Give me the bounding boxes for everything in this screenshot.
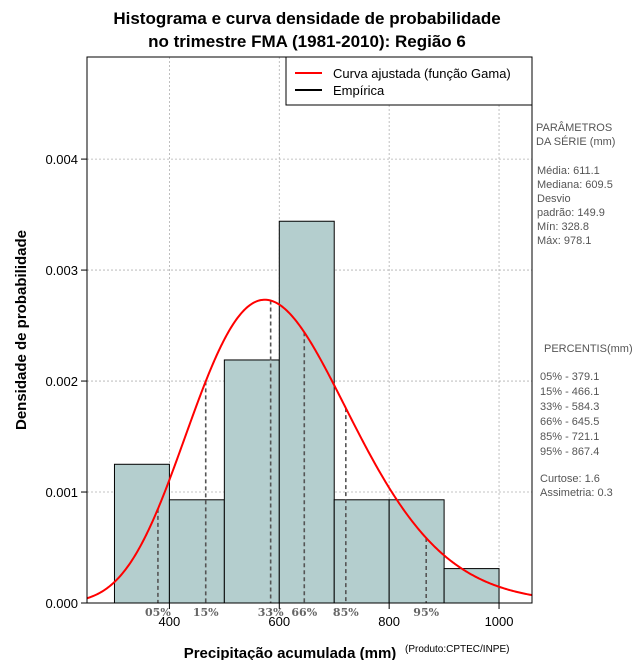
chart-title-line-2: no trimestre FMA (1981-2010): Região 6 [148, 32, 466, 51]
percentile-label-05: 05% [145, 606, 171, 619]
percentiles-panel: PERCENTIS(mm) 05% - 379.1 15% - 466.1 33… [540, 343, 633, 499]
percentile-label-33: 33% [258, 606, 284, 619]
assimetria: Assimetria: 0.3 [540, 487, 613, 499]
y-tick-label-4: 0.004 [45, 152, 78, 167]
percentile-label-95: 95% [413, 606, 439, 619]
series-parameters-panel: PARÂMETROS DA SÉRIE (mm) Média: 611.1 Me… [536, 121, 615, 247]
x-tick-label-800: 800 [378, 614, 400, 629]
percentile-markers [157, 300, 427, 603]
chart-title-line-1: Histograma e curva densidade de probabil… [113, 9, 500, 28]
percentil-95: 95% - 867.4 [540, 446, 599, 458]
histogram-bars [113, 220, 500, 604]
param-mediana: Mediana: 609.5 [537, 179, 613, 191]
param-media: Média: 611.1 [537, 165, 600, 177]
legend-entry-empirical: Empírica [333, 83, 385, 98]
percentil-15: 15% - 466.1 [540, 386, 599, 398]
percentile-label-85: 85% [333, 606, 359, 619]
y-tick-label-0: 0.000 [45, 596, 78, 611]
x-axis: 400 600 800 1000 [159, 603, 514, 629]
percentile-label-66: 66% [291, 606, 317, 619]
x-axis-title: Precipitação acumulada (mm) [184, 645, 397, 660]
y-tick-label-1: 0.001 [45, 485, 78, 500]
legend-box [285, 56, 533, 106]
x-tick-label-400: 400 [159, 614, 181, 629]
y-axis-title: Densidade de probabilidade [13, 230, 30, 430]
percentile-label-15: 15% [193, 606, 219, 619]
percentil-85: 85% - 721.1 [540, 431, 599, 443]
params-title-line-1: PARÂMETROS [536, 121, 612, 134]
param-desvio-label: Desvio [537, 193, 571, 205]
percentis-title: PERCENTIS(mm) [544, 343, 633, 355]
x-tick-label-1000: 1000 [485, 614, 514, 629]
histogram-bar-3 [223, 359, 280, 604]
histogram-bar-6 [388, 499, 445, 604]
histogram-bar-5 [333, 499, 390, 604]
product-credit: (Produto:CPTEC/INPE) [405, 644, 509, 655]
param-min: Mín: 328.8 [537, 221, 589, 233]
param-desvio-padrao: padrão: 149.9 [537, 207, 605, 219]
percentile-labels: 05% 15% 33% 66% 85% 95% [145, 606, 440, 619]
legend-entry-curve: Curva ajustada (função Gama) [333, 66, 511, 81]
y-tick-label-2: 0.002 [45, 374, 78, 389]
x-tick-label-600: 600 [268, 614, 290, 629]
params-title-line-2: DA SÉRIE (mm) [536, 135, 615, 148]
histogram-bar-1 [113, 463, 170, 604]
param-max: Máx: 978.1 [537, 235, 591, 247]
histogram-bar-2 [168, 499, 225, 604]
percentil-66: 66% - 645.5 [540, 416, 599, 428]
y-tick-label-3: 0.003 [45, 263, 78, 278]
y-axis: 0.000 0.001 0.002 0.003 0.004 [45, 152, 87, 611]
percentil-33: 33% - 584.3 [540, 401, 599, 413]
legend: Curva ajustada (função Gama) Empírica [285, 56, 533, 106]
percentil-05: 05% - 379.1 [540, 371, 599, 383]
curtose: Curtose: 1.6 [540, 473, 600, 485]
gamma-fit-curve [87, 298, 532, 600]
histogram-bar-4 [278, 220, 335, 604]
